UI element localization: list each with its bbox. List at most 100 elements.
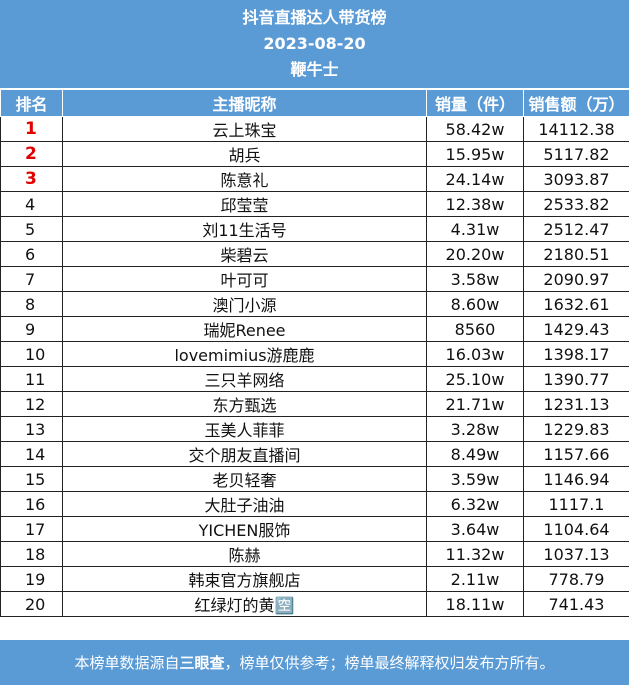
table-row: 15 老贝轻奢 3.59w 1146.94: [0, 466, 629, 492]
revenue-cell: 2512.47: [523, 216, 629, 242]
footer-text-after: ，榜单仅供参考；榜单最终解释权归发布方所有。: [224, 654, 555, 672]
revenue-cell: 2180.51: [523, 241, 629, 267]
revenue-cell: 1398.17: [523, 341, 629, 367]
table-row: 20 红绿灯的黄🈳 18.11w 741.43: [0, 591, 629, 617]
sales-cell: 11.32w: [426, 541, 524, 567]
sales-cell: 2.11w: [426, 566, 524, 592]
table-row: 8 澳门小源 8.60w 1632.61: [0, 291, 629, 317]
name-cell: 云上珠宝: [62, 116, 427, 142]
revenue-cell: 1104.64: [523, 516, 629, 542]
table-row: 3 陈意礼 24.14w 3093.87: [0, 166, 629, 192]
sales-cell: 12.38w: [426, 191, 524, 217]
sales-cell: 8.49w: [426, 441, 524, 467]
rank-cell: 11: [0, 366, 63, 392]
rank-cell: 12: [0, 391, 63, 417]
revenue-cell: 1429.43: [523, 316, 629, 342]
table-row: 2 胡兵 15.95w 5117.82: [0, 141, 629, 167]
sales-cell: 3.64w: [426, 516, 524, 542]
column-header-rank: 排名: [0, 89, 63, 117]
name-cell: 韩束官方旗舰店: [62, 566, 427, 592]
sales-cell: 58.42w: [426, 116, 524, 142]
rank-cell: 17: [0, 516, 63, 542]
table-row: 19 韩束官方旗舰店 2.11w 778.79: [0, 566, 629, 592]
ranking-table: 排名 主播昵称 销量（件） 销售额（万） 1 云上珠宝 58.42w 14112.38…: [0, 89, 629, 617]
rank-cell: 10: [0, 341, 63, 367]
revenue-cell: 778.79: [523, 566, 629, 592]
name-cell: 陈赫: [62, 541, 427, 567]
revenue-cell: 2533.82: [523, 191, 629, 217]
revenue-cell: 1229.83: [523, 416, 629, 442]
name-cell: 大肚子油油: [62, 491, 427, 517]
rank-cell: 14: [0, 441, 63, 467]
name-cell: 叶可可: [62, 266, 427, 292]
table-row: 16 大肚子油油 6.32w 1117.1: [0, 491, 629, 517]
rank-cell: 4: [0, 191, 63, 217]
sales-cell: 20.20w: [426, 241, 524, 267]
table-row: 13 玉美人菲菲 3.28w 1229.83: [0, 416, 629, 442]
name-cell: 瑞妮Renee: [62, 316, 427, 342]
board-publisher: 鞭牛士: [290, 60, 339, 79]
name-cell: 红绿灯的黄🈳: [62, 591, 427, 617]
name-cell: 邱莹莹: [62, 191, 427, 217]
rank-cell: 5: [0, 216, 63, 242]
table-row: 18 陈赫 11.32w 1037.13: [0, 541, 629, 567]
name-cell: lovemimius游鹿鹿: [62, 341, 427, 367]
board-header: 抖音直播达人带货榜 2023-08-20 鞭牛士: [0, 0, 629, 89]
table-row: 10 lovemimius游鹿鹿 16.03w 1398.17: [0, 341, 629, 367]
rank-cell: 7: [0, 266, 63, 292]
sales-cell: 3.58w: [426, 266, 524, 292]
sales-cell: 21.71w: [426, 391, 524, 417]
table-row: 1 云上珠宝 58.42w 14112.38: [0, 116, 629, 142]
name-cell: 陈意礼: [62, 166, 427, 192]
footer-source: 三眼查: [179, 654, 225, 672]
revenue-cell: 3093.87: [523, 166, 629, 192]
table-row: 6 柴碧云 20.20w 2180.51: [0, 241, 629, 267]
table-row: 12 东方甄选 21.71w 1231.13: [0, 391, 629, 417]
column-header-name: 主播昵称: [62, 89, 427, 117]
board-date: 2023-08-20: [263, 34, 366, 53]
sales-cell: 16.03w: [426, 341, 524, 367]
rank-cell: 9: [0, 316, 63, 342]
rank-cell: 1: [0, 116, 63, 142]
name-cell: 柴碧云: [62, 241, 427, 267]
revenue-cell: 741.43: [523, 591, 629, 617]
rank-cell: 19: [0, 566, 63, 592]
name-cell: 刘11生活号: [62, 216, 427, 242]
rank-cell: 2: [0, 141, 63, 167]
table-row: 4 邱莹莹 12.38w 2533.82: [0, 191, 629, 217]
name-cell: 三只羊网络: [62, 366, 427, 392]
ranking-rows: 1 云上珠宝 58.42w 14112.38 2 胡兵 15.95w 5117.82 3 陈意礼 2…: [0, 116, 629, 617]
name-cell: 玉美人菲菲: [62, 416, 427, 442]
revenue-cell: 2090.97: [523, 266, 629, 292]
footer-text-before: 本榜单数据源自: [74, 654, 180, 672]
rank-cell: 16: [0, 491, 63, 517]
sales-cell: 18.11w: [426, 591, 524, 617]
revenue-cell: 1037.13: [523, 541, 629, 567]
rank-cell: 6: [0, 241, 63, 267]
revenue-cell: 5117.82: [523, 141, 629, 167]
table-row: 7 叶可可 3.58w 2090.97: [0, 266, 629, 292]
table-row: 9 瑞妮Renee 8560 1429.43: [0, 316, 629, 342]
name-cell: 澳门小源: [62, 291, 427, 317]
table-row: 5 刘11生活号 4.31w 2512.47: [0, 216, 629, 242]
sales-cell: 15.95w: [426, 141, 524, 167]
revenue-cell: 1117.1: [523, 491, 629, 517]
revenue-cell: 1157.66: [523, 441, 629, 467]
sales-cell: 24.14w: [426, 166, 524, 192]
rank-cell: 20: [0, 591, 63, 617]
name-cell: YICHEN服饰: [62, 516, 427, 542]
rank-cell: 3: [0, 166, 63, 192]
table-row: 11 三只羊网络 25.10w 1390.77: [0, 366, 629, 392]
revenue-cell: 1390.77: [523, 366, 629, 392]
sales-cell: 8560: [426, 316, 524, 342]
sales-cell: 25.10w: [426, 366, 524, 392]
revenue-cell: 1632.61: [523, 291, 629, 317]
rank-cell: 15: [0, 466, 63, 492]
sales-cell: 3.28w: [426, 416, 524, 442]
sales-cell: 4.31w: [426, 216, 524, 242]
name-cell: 东方甄选: [62, 391, 427, 417]
table-row: 14 交个朋友直播间 8.49w 1157.66: [0, 441, 629, 467]
disclaimer-footer: 本榜单数据源自 三眼查 ，榜单仅供参考；榜单最终解释权归发布方所有。: [0, 640, 629, 685]
revenue-cell: 1146.94: [523, 466, 629, 492]
